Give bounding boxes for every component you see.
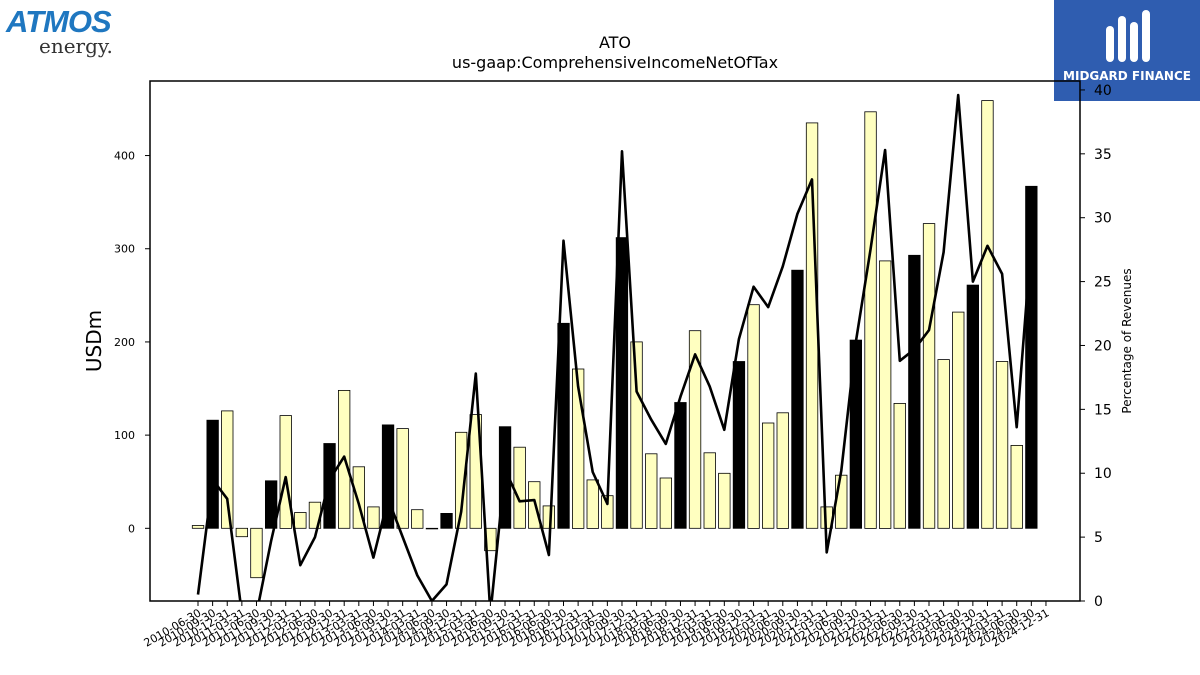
bar: [703, 452, 716, 529]
y-axis-right: 0 5 10 15 20 25 30 35 40: [1080, 83, 1112, 610]
bar: [937, 359, 950, 529]
bar: [893, 402, 906, 529]
y-right-tick-label: 5: [1094, 530, 1103, 546]
bar: [206, 419, 219, 529]
y-right-tick-label: 25: [1094, 275, 1112, 291]
bar: [879, 260, 892, 529]
y-axis-right-label: Percentage of Revenues: [1120, 268, 1134, 413]
atmos-energy-logo: ATMOS energy.: [4, 4, 132, 60]
bar: [528, 481, 541, 529]
bar-series: [191, 100, 1038, 579]
midgard-emblem-icon: [1106, 10, 1150, 62]
chart-subtitle: us-gaap:ComprehensiveIncomeNetOfTax: [452, 53, 778, 72]
bar: [908, 254, 921, 529]
line-series: [196, 93, 1033, 601]
bar: [1010, 444, 1023, 529]
bar: [264, 480, 278, 529]
bar: [835, 474, 848, 529]
bar: [440, 513, 453, 529]
bar: [718, 472, 731, 529]
bar: [732, 361, 746, 529]
bar: [981, 100, 994, 529]
percentage-line: [196, 93, 1033, 601]
bar: [645, 453, 658, 529]
bar: [659, 477, 672, 529]
bar: [995, 361, 1009, 529]
bar: [922, 223, 936, 529]
bar: [294, 512, 307, 529]
y-right-tick-label: 15: [1094, 402, 1112, 418]
bar: [221, 410, 234, 529]
bar: [235, 527, 249, 538]
y-tick-label: 300: [114, 243, 135, 256]
y-right-tick-label: 30: [1094, 211, 1112, 227]
y-right-tick-label: 0: [1094, 594, 1103, 610]
x-axis: 2010-06-302010-09-302010-12-312011-03-31…: [142, 601, 1051, 650]
bar: [966, 284, 979, 529]
bar: [454, 431, 468, 529]
midgard-finance-logo: MIDGARD FINANCE: [1054, 0, 1200, 101]
y-tick-label: 0: [128, 522, 135, 535]
midgard-logo-text: MIDGARD FINANCE: [1063, 69, 1191, 83]
bar: [513, 446, 526, 529]
bar: [1025, 185, 1038, 529]
bar: [542, 505, 555, 529]
y-axis-left: 0 100 200 300 400: [114, 150, 150, 535]
bar: [352, 466, 366, 529]
bar: [367, 506, 380, 529]
bar: [674, 402, 687, 529]
bar: [762, 422, 775, 529]
y-right-tick-label: 10: [1094, 466, 1112, 482]
bar: [396, 428, 409, 529]
bar: [572, 368, 585, 529]
bar: [952, 311, 965, 529]
chart-title: ATO: [599, 33, 631, 52]
bar: [864, 111, 877, 529]
bar: [630, 341, 643, 529]
y-right-tick-label: 40: [1094, 83, 1112, 99]
y-tick-label: 200: [114, 336, 135, 349]
bar: [323, 443, 336, 529]
bar: [191, 525, 205, 529]
bar: [776, 412, 789, 529]
y-tick-label: 400: [114, 150, 135, 163]
bar: [250, 527, 263, 579]
y-right-tick-label: 20: [1094, 338, 1112, 354]
y-axis-label: USDm: [82, 310, 106, 372]
bar: [411, 509, 424, 529]
bar: [557, 322, 570, 529]
bar: [425, 527, 439, 530]
bar: [381, 424, 395, 529]
atmos-logo-word: ATMOS: [6, 4, 112, 39]
y-right-tick-label: 35: [1094, 147, 1112, 163]
y-tick-label: 100: [114, 429, 135, 442]
bar: [688, 330, 702, 529]
plot-frame: [149, 80, 1081, 602]
bar: [791, 269, 804, 529]
bar: [615, 237, 629, 529]
atmos-logo-energy: energy.: [39, 34, 113, 58]
bar: [279, 415, 292, 529]
bar: [747, 304, 760, 529]
bar: [586, 479, 599, 529]
